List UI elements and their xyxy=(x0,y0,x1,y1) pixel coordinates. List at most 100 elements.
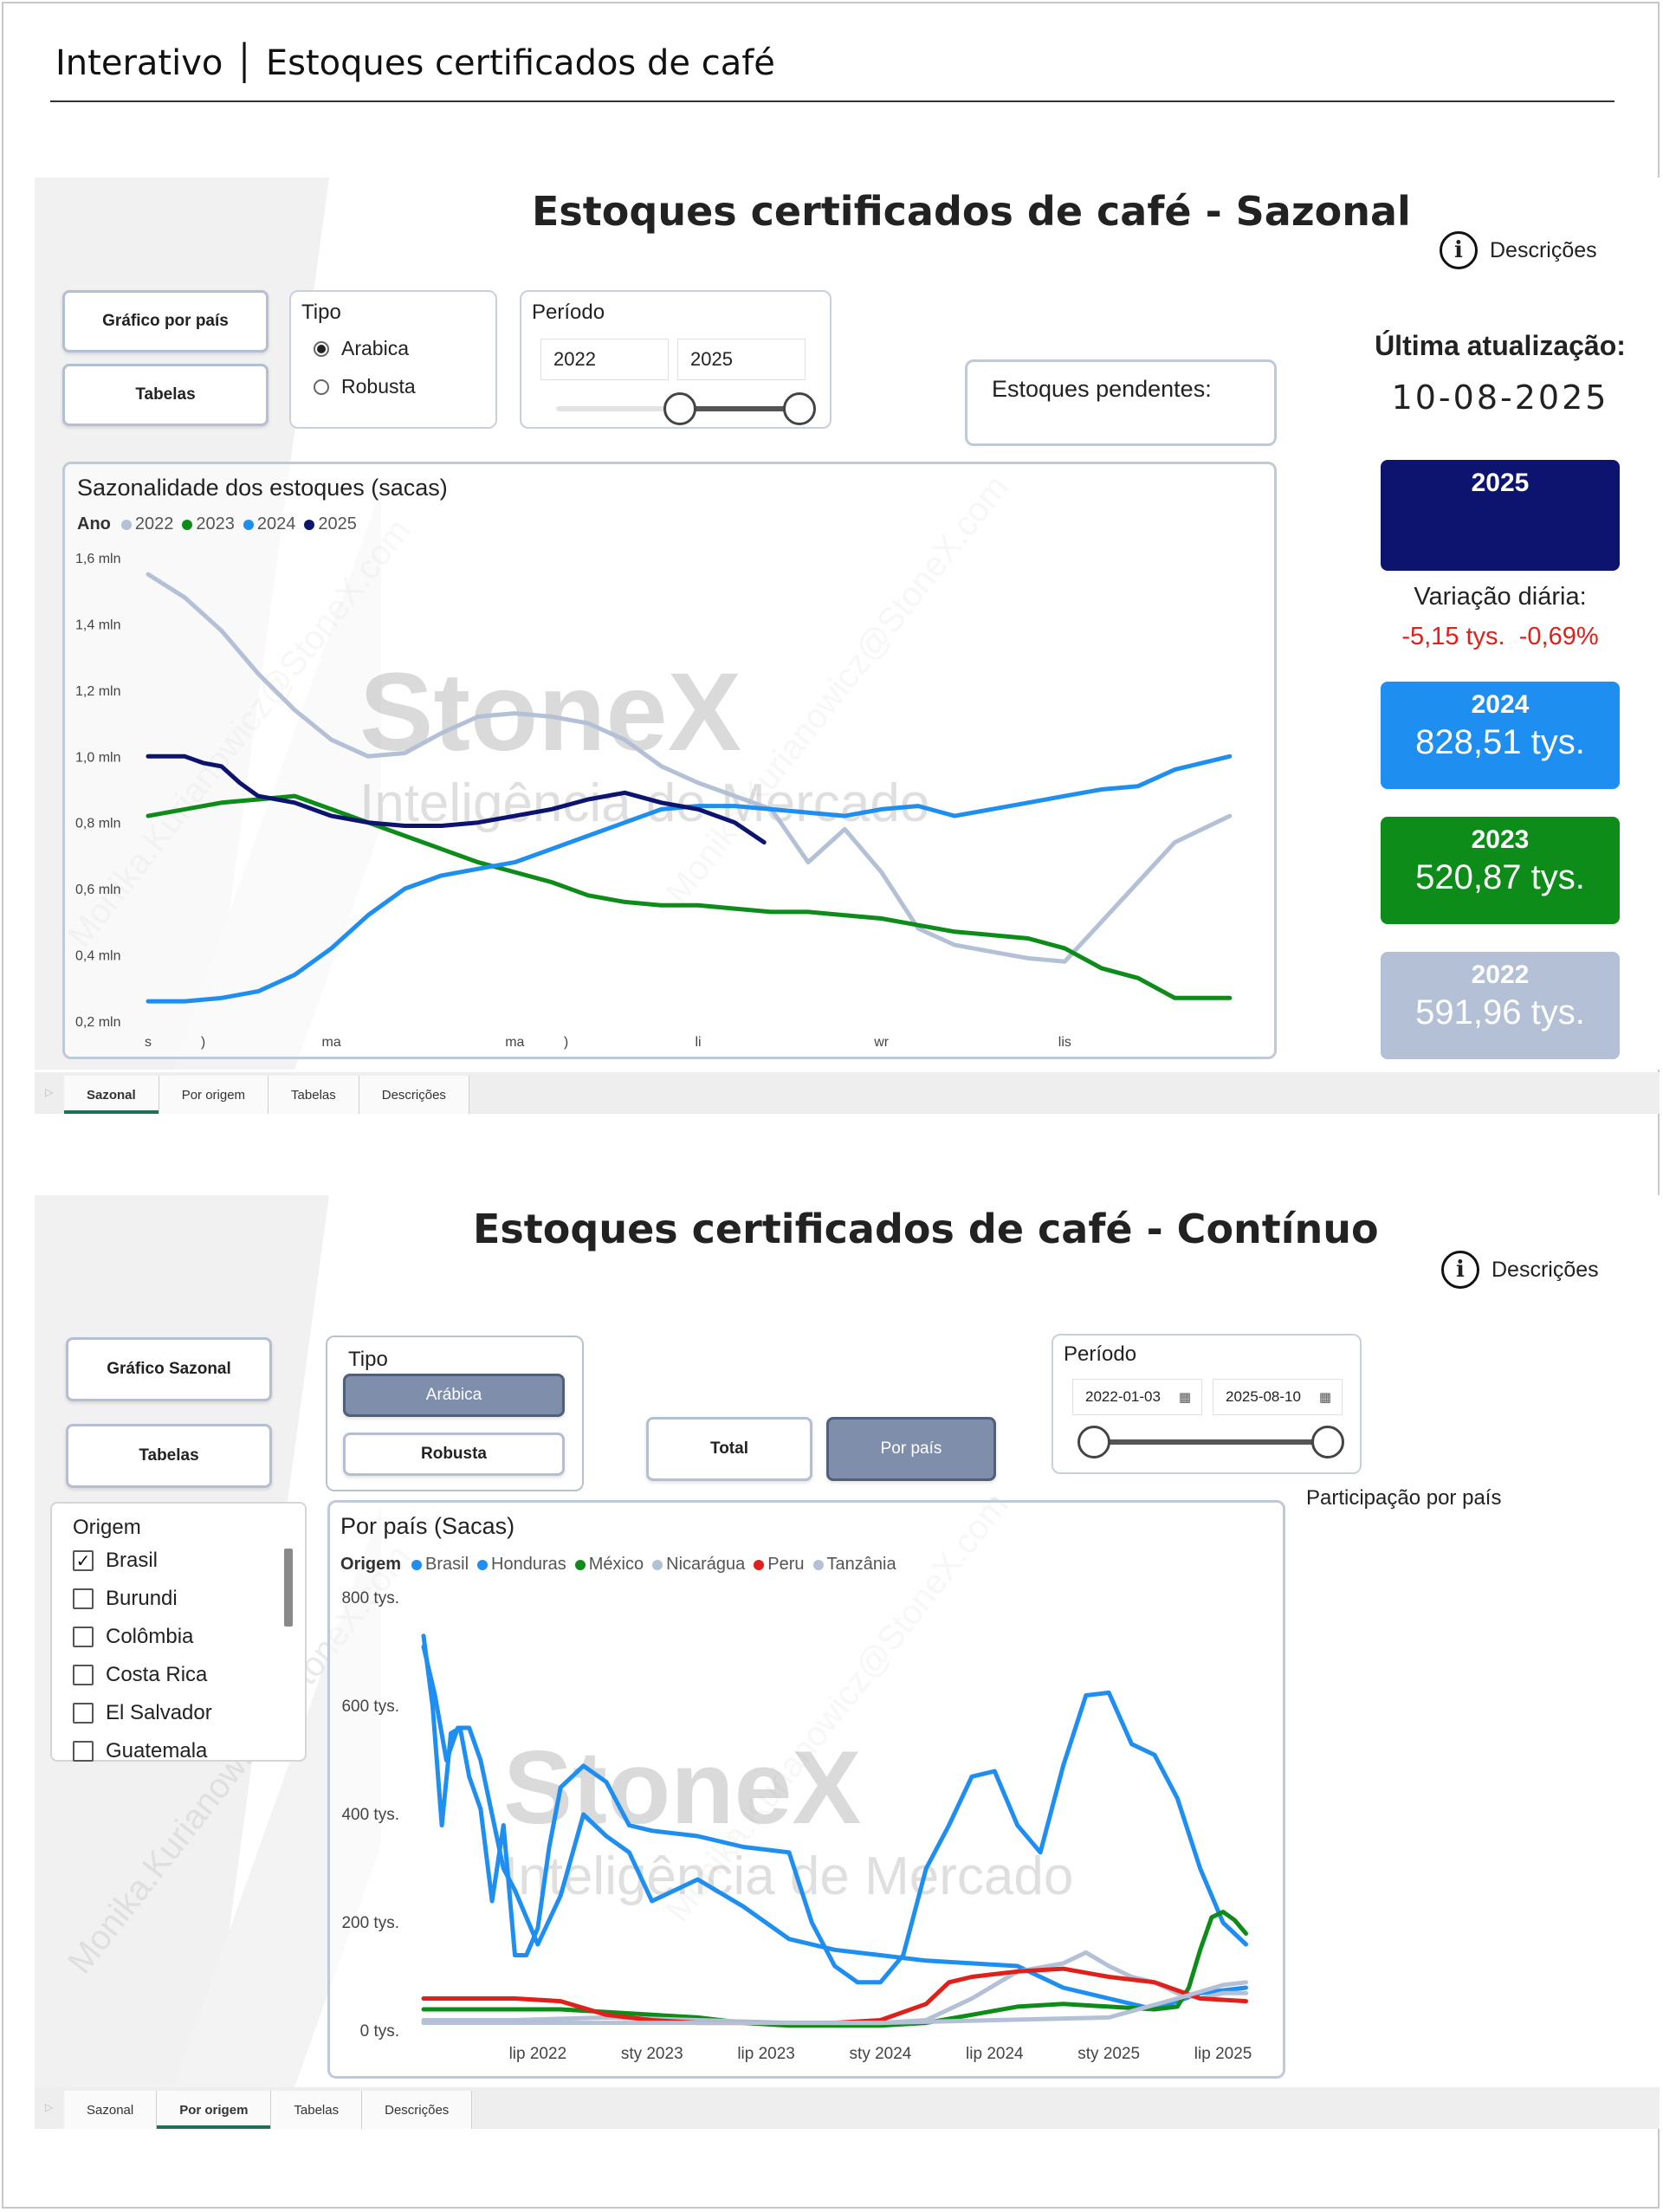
x-tick-label: ) xyxy=(201,1035,205,1050)
legend-item[interactable]: Nicarágua xyxy=(652,1555,745,1575)
tab-sazonal[interactable]: Sazonal xyxy=(64,1076,159,1114)
country-share-label: Participação por país xyxy=(1306,1486,1502,1510)
origin-option-burundi[interactable]: Burundi xyxy=(73,1587,178,1611)
legend-item[interactable]: Peru xyxy=(754,1555,805,1575)
legend-label: 2023 xyxy=(196,514,235,534)
origin-scrollbar[interactable] xyxy=(284,1549,293,1627)
calendar-icon[interactable]: ▦ xyxy=(1178,1390,1191,1405)
x-tick-label: wr xyxy=(873,1035,890,1050)
legend-item[interactable]: 2023 xyxy=(182,514,235,534)
radio-icon xyxy=(314,378,329,395)
x-tick-label: s xyxy=(145,1035,152,1050)
period-filter: Período 2022 2025 xyxy=(520,290,832,429)
by-country-chart-button[interactable]: Gráfico por país xyxy=(62,290,269,352)
origin-filter-label: Origem xyxy=(73,1516,141,1539)
daily-change-label: Variação diária: xyxy=(1414,583,1587,611)
type-option-arabica[interactable]: Arábica xyxy=(343,1374,565,1417)
legend-item[interactable]: Tanzânia xyxy=(812,1555,896,1575)
type-option-arabica[interactable]: Arabica xyxy=(314,337,409,360)
page-tabs: ▷ Sazonal Por origem Tabelas Descrições xyxy=(35,2087,1660,2129)
series-line-honduras[interactable] xyxy=(421,1644,1248,2012)
tab-tabelas[interactable]: Tabelas xyxy=(269,1076,359,1114)
checkbox-icon xyxy=(73,1588,94,1609)
legend-item[interactable]: 2025 xyxy=(304,514,357,534)
period-slider-end-handle[interactable] xyxy=(783,392,816,425)
legend-item[interactable]: Brasil xyxy=(411,1555,469,1575)
x-tick-label: ma xyxy=(505,1035,524,1050)
series-line-2025[interactable] xyxy=(146,754,767,845)
series-line-2022[interactable] xyxy=(146,572,1233,964)
continuous-report: Monika.Kurianowicz@StoneX.com Monika.Kur… xyxy=(35,1195,1660,2087)
descriptions-link[interactable]: i Descrições xyxy=(1440,231,1597,269)
period-label: Período xyxy=(1064,1342,1137,1366)
x-tick-label: lip 2023 xyxy=(737,2045,795,2063)
tab-scroll-icon[interactable]: ▷ xyxy=(45,2101,54,2113)
chart-title: Por país (Sacas) xyxy=(340,1513,515,1539)
tab-por-origem[interactable]: Por origem xyxy=(157,2091,272,2129)
legend-dot-icon xyxy=(574,1559,586,1570)
origin-option-brasil[interactable]: Brasil xyxy=(73,1549,158,1573)
tab-descri-es[interactable]: Descrições xyxy=(362,2091,473,2129)
tab-sazonal[interactable]: Sazonal xyxy=(64,2091,158,2129)
series-line-2023[interactable] xyxy=(146,793,1233,1000)
series-line-peru[interactable] xyxy=(421,1966,1248,2026)
report-title: Estoques certificados de café - Sazonal xyxy=(532,188,1411,235)
tables-button[interactable]: Tabelas xyxy=(66,1424,272,1488)
legend-label: Honduras xyxy=(491,1555,566,1574)
legend-dot-icon xyxy=(754,1559,765,1570)
seasonal-report: Monika.Kurianowicz@StoneX.com Monika.Kur… xyxy=(35,178,1660,1070)
checkbox-icon xyxy=(73,1665,94,1685)
report-title: Estoques certificados de café - Contínuo xyxy=(473,1206,1379,1252)
checkbox-icon xyxy=(73,1627,94,1647)
pending-stocks-card: Estoques pendentes: xyxy=(965,359,1277,446)
by-country-button[interactable]: Por país xyxy=(826,1417,996,1481)
period-start-input[interactable]: 2022 xyxy=(540,339,669,380)
period-slider-start-handle[interactable] xyxy=(1077,1426,1110,1458)
period-start-input[interactable]: 2022-01-03 ▦ xyxy=(1072,1379,1202,1415)
period-slider-start-handle[interactable] xyxy=(663,392,696,425)
period-slider-end-handle[interactable] xyxy=(1311,1426,1344,1458)
series-line-tanz-nia[interactable] xyxy=(421,1980,1248,2026)
total-button[interactable]: Total xyxy=(646,1417,812,1481)
legend-item[interactable]: 2022 xyxy=(120,514,173,534)
legend-dot-icon xyxy=(120,519,132,530)
tab-por-origem[interactable]: Por origem xyxy=(159,1076,269,1114)
series-line-brasil[interactable] xyxy=(421,1633,1248,1985)
chart-title: Sazonalidade dos estoques (sacas) xyxy=(77,475,448,501)
type-filter-label: Tipo xyxy=(301,301,341,324)
daily-change-abs: -5,15 tys. xyxy=(1401,623,1505,650)
period-end-input[interactable]: 2025 xyxy=(677,339,806,380)
tables-button[interactable]: Tabelas xyxy=(62,364,269,426)
tab-scroll-icon[interactable]: ▷ xyxy=(45,1086,54,1098)
origin-option-guatemala[interactable]: Guatemala xyxy=(73,1739,207,1763)
origin-option-colombia[interactable]: Colômbia xyxy=(73,1625,193,1649)
legend-dot-icon xyxy=(243,519,254,530)
x-tick-label: lip 2025 xyxy=(1194,2045,1252,2063)
calendar-icon[interactable]: ▦ xyxy=(1318,1390,1331,1405)
info-icon: i xyxy=(1441,1251,1479,1289)
legend-item[interactable]: 2024 xyxy=(243,514,295,534)
tab-tabelas[interactable]: Tabelas xyxy=(271,2091,363,2129)
y-tick-label: 0,8 mln xyxy=(75,817,120,831)
year-card-2024: 2024 828,51 tys. xyxy=(1381,682,1620,789)
x-tick-label: lis xyxy=(1058,1035,1071,1050)
period-filter: Período 2022-01-03 ▦ 2025-08-10 ▦ xyxy=(1052,1334,1362,1474)
y-tick-label: 600 tys. xyxy=(341,1698,399,1716)
tab-descri-es[interactable]: Descrições xyxy=(359,1076,469,1114)
origin-option-el-salvador[interactable]: El Salvador xyxy=(73,1701,212,1725)
legend-item[interactable]: México xyxy=(574,1555,644,1575)
legend-dot-icon xyxy=(477,1559,489,1570)
title-divider xyxy=(50,100,1614,102)
legend-label: México xyxy=(588,1555,644,1574)
type-option-robusta[interactable]: Robusta xyxy=(343,1433,565,1476)
legend-label: Tanzânia xyxy=(826,1555,896,1574)
origin-option-costa-rica[interactable]: Costa Rica xyxy=(73,1663,207,1687)
seasonal-chart-button[interactable]: Gráfico Sazonal xyxy=(66,1337,272,1401)
period-end-input[interactable]: 2025-08-10 ▦ xyxy=(1213,1379,1343,1415)
legend-label: Peru xyxy=(767,1555,805,1574)
type-option-robusta[interactable]: Robusta xyxy=(314,375,416,398)
radio-icon xyxy=(314,340,329,357)
legend-item[interactable]: Honduras xyxy=(477,1555,566,1575)
descriptions-link[interactable]: i Descrições xyxy=(1441,1251,1599,1289)
